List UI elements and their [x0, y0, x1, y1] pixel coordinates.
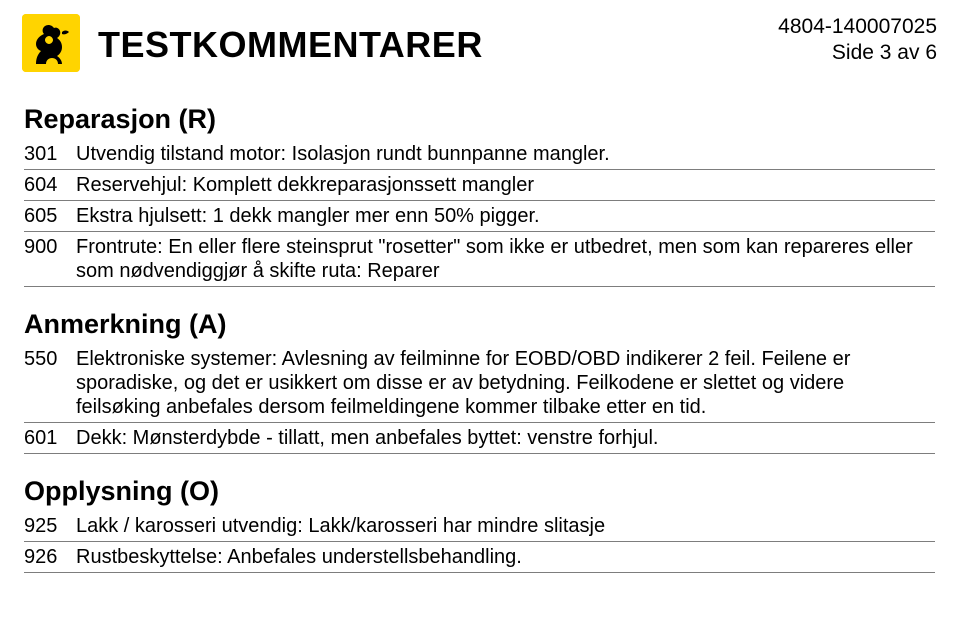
item-code: 301	[24, 139, 76, 170]
table-row: 925Lakk / karosseri utvendig: Lakk/karos…	[24, 511, 935, 542]
item-text: Frontrute: En eller flere steinsprut "ro…	[76, 232, 935, 287]
table-row: 605Ekstra hjulsett: 1 dekk mangler mer e…	[24, 201, 935, 232]
logo	[22, 14, 80, 72]
page-title: TESTKOMMENTARER	[98, 14, 483, 66]
table-row: 926Rustbeskyttelse: Anbefales understell…	[24, 542, 935, 573]
section-heading: Anmerkning (A)	[24, 309, 935, 340]
item-text: Rustbeskyttelse: Anbefales understellsbe…	[76, 542, 935, 573]
header-meta: 4804-140007025 Side 3 av 6	[778, 14, 937, 67]
table-row: 301Utvendig tilstand motor: Isolasjon ru…	[24, 139, 935, 170]
page-info: Side 3 av 6	[778, 40, 937, 66]
item-text: Ekstra hjulsett: 1 dekk mangler mer enn …	[76, 201, 935, 232]
item-text: Reservehjul: Komplett dekkreparasjonsset…	[76, 170, 935, 201]
item-text: Elektroniske systemer: Avlesning av feil…	[76, 344, 935, 423]
items-table: 301Utvendig tilstand motor: Isolasjon ru…	[24, 139, 935, 287]
lion-icon	[22, 14, 80, 72]
item-code: 601	[24, 423, 76, 454]
doc-id: 4804-140007025	[778, 14, 937, 40]
item-code: 925	[24, 511, 76, 542]
item-text: Utvendig tilstand motor: Isolasjon rundt…	[76, 139, 935, 170]
section-heading: Opplysning (O)	[24, 476, 935, 507]
item-code: 605	[24, 201, 76, 232]
items-table: 925Lakk / karosseri utvendig: Lakk/karos…	[24, 511, 935, 573]
table-row: 601Dekk: Mønsterdybde - tillatt, men anb…	[24, 423, 935, 454]
item-code: 926	[24, 542, 76, 573]
table-row: 550Elektroniske systemer: Avlesning av f…	[24, 344, 935, 423]
section-heading: Reparasjon (R)	[24, 104, 935, 135]
item-code: 604	[24, 170, 76, 201]
table-row: 900Frontrute: En eller flere steinsprut …	[24, 232, 935, 287]
item-text: Lakk / karosseri utvendig: Lakk/karosser…	[76, 511, 935, 542]
content: Reparasjon (R) 301Utvendig tilstand motor…	[0, 72, 959, 573]
item-code: 550	[24, 344, 76, 423]
items-table: 550Elektroniske systemer: Avlesning av f…	[24, 344, 935, 454]
table-row: 604Reservehjul: Komplett dekkreparasjons…	[24, 170, 935, 201]
header-row: TESTKOMMENTARER 4804-140007025 Side 3 av…	[0, 0, 959, 72]
item-text: Dekk: Mønsterdybde - tillatt, men anbefa…	[76, 423, 935, 454]
item-code: 900	[24, 232, 76, 287]
